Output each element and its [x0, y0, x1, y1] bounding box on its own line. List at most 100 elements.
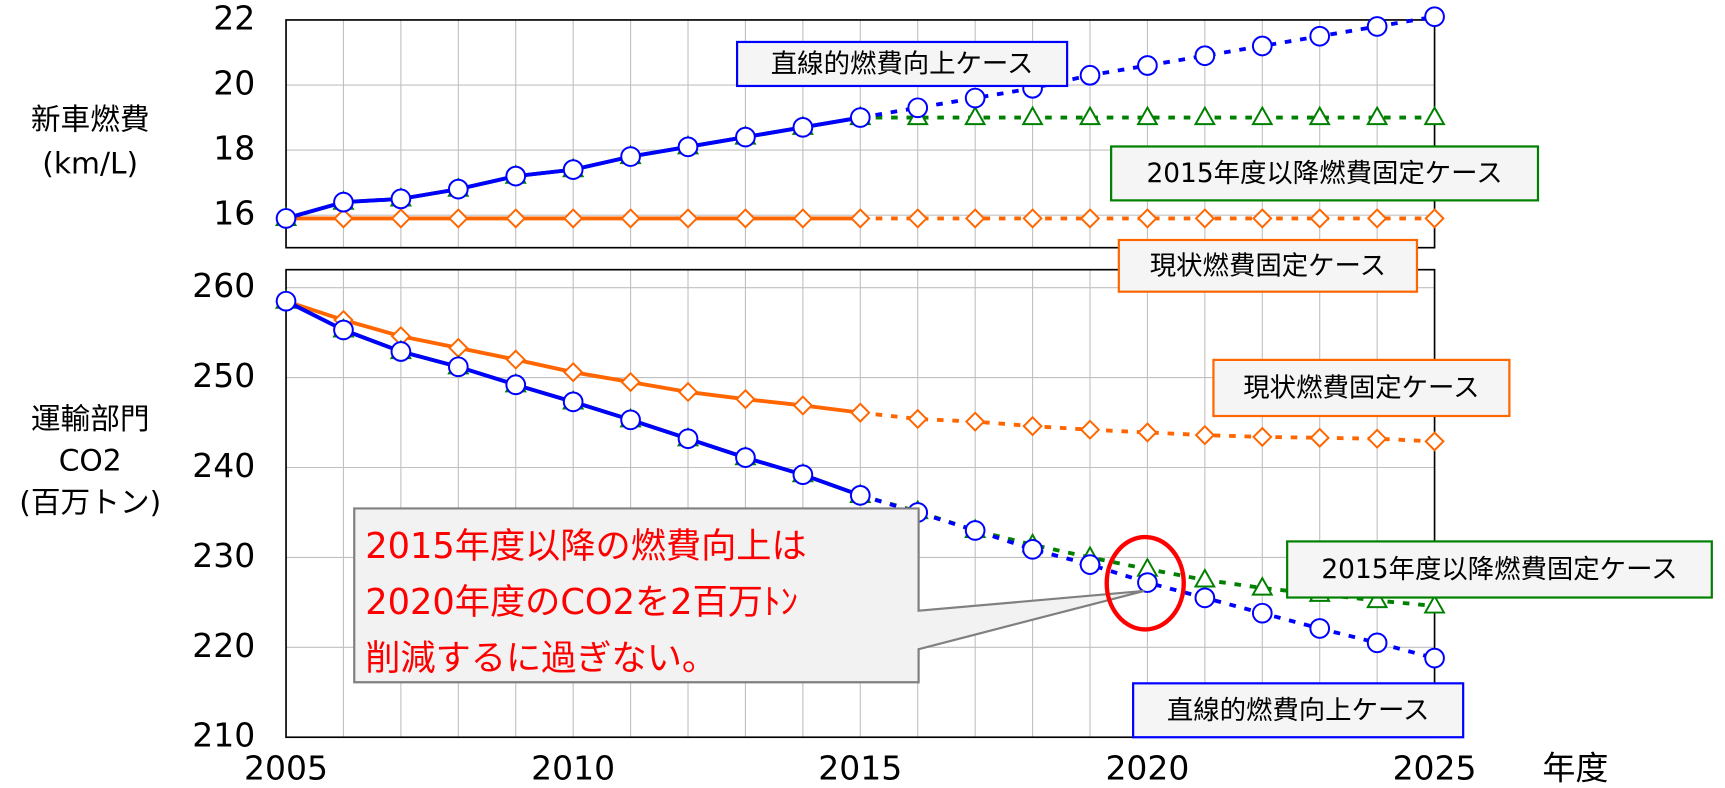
marker — [1309, 208, 1330, 229]
series-label-box — [1286, 540, 1713, 599]
marker — [1194, 208, 1216, 229]
marker — [792, 464, 814, 486]
marker — [1424, 431, 1445, 452]
callout-box — [353, 507, 1145, 684]
marker — [275, 208, 297, 229]
series-label-box — [735, 40, 1069, 88]
marker — [1022, 415, 1043, 437]
marker — [1079, 64, 1101, 86]
marker — [1079, 208, 1101, 229]
marker — [390, 188, 412, 210]
marker — [1022, 208, 1043, 229]
highlight-circle — [1104, 534, 1186, 632]
marker — [850, 402, 871, 423]
marker — [964, 520, 986, 541]
series-label: 直線的燃費向上ケース — [771, 49, 1034, 80]
marker — [620, 146, 641, 167]
marker — [1137, 572, 1158, 593]
series-label: 2015年度以降燃費固定ケース — [1146, 158, 1502, 189]
series-label-box — [1132, 682, 1465, 739]
marker — [1366, 16, 1388, 37]
marker — [505, 208, 526, 229]
marker — [333, 208, 354, 229]
marker — [1078, 105, 1102, 126]
marker — [735, 126, 756, 148]
marker — [735, 388, 756, 410]
marker — [275, 290, 297, 312]
marker — [907, 97, 929, 119]
marker — [1136, 105, 1159, 126]
marker — [1079, 419, 1101, 440]
plot-border — [285, 268, 1436, 739]
marker — [1137, 208, 1158, 229]
marker — [390, 208, 412, 229]
marker — [620, 208, 641, 229]
callout-text: 削減するに過ぎない。 — [365, 638, 717, 679]
marker — [333, 319, 354, 341]
marker — [1366, 105, 1389, 126]
marker — [677, 381, 699, 403]
callout-text: 2015年度以降の燃費向上は — [365, 526, 806, 567]
marker — [447, 178, 469, 200]
marker — [1424, 6, 1445, 28]
marker — [620, 409, 641, 431]
y-tick-label: 22 — [213, 0, 255, 37]
marker — [505, 374, 527, 396]
plots: 16 18 20 22 210 220 230 240 250 260 2005 2010 2015 20… — [192, 0, 1476, 788]
marker — [964, 411, 986, 432]
y-tick-label: 210 — [192, 716, 255, 755]
y-axis-label: (km/L) — [42, 147, 138, 182]
marker — [964, 87, 986, 109]
marker — [677, 428, 699, 450]
line-dotted — [860, 410, 1435, 444]
marker — [505, 349, 526, 370]
marker — [1309, 25, 1331, 47]
marker — [1308, 105, 1331, 126]
marker — [907, 208, 928, 229]
y-tick-label: 240 — [192, 446, 255, 485]
marker — [1193, 567, 1216, 588]
marker — [1309, 427, 1330, 449]
series-label-box — [1212, 358, 1511, 418]
line-dotted — [859, 493, 1436, 660]
marker — [1423, 594, 1446, 614]
marker — [1251, 602, 1273, 624]
series-label: 直線的燃費向上ケース — [1167, 695, 1430, 726]
y-axis-label: 新車燃費 — [31, 103, 150, 138]
marker — [562, 391, 584, 413]
marker — [850, 208, 871, 229]
marker — [1194, 587, 1216, 609]
marker — [1194, 424, 1216, 446]
marker — [1309, 618, 1331, 639]
marker — [849, 107, 871, 128]
y-tick-label: 250 — [192, 356, 255, 395]
x-tick-label: 2010 — [531, 749, 615, 788]
marker — [333, 191, 354, 213]
x-tick-label: 2025 — [1393, 749, 1477, 788]
y-tick-label: 230 — [192, 536, 255, 575]
y-tick-label: 20 — [213, 64, 255, 103]
y-axis-label: (百万トン) — [19, 486, 161, 521]
y-tick-label: 220 — [192, 626, 255, 665]
x-tick-label: 2020 — [1105, 749, 1189, 788]
marker — [1366, 208, 1388, 229]
y-tick-label: 16 — [213, 194, 255, 233]
series-labels: 直線的燃費向上ケース2015年度以降燃費固定ケース現状燃費固定ケース直線的燃費向… — [735, 40, 1713, 739]
marker — [1366, 632, 1388, 654]
marker — [1021, 105, 1044, 126]
marker — [1424, 208, 1445, 229]
marker — [1423, 105, 1446, 126]
marker — [1022, 538, 1043, 560]
marker — [447, 356, 469, 378]
y-tick-label: 260 — [192, 266, 255, 305]
marker — [1251, 576, 1274, 596]
marker — [1366, 428, 1388, 449]
marker — [1251, 105, 1274, 126]
callout-text: 2020年度のCO2を2百万ﾄﾝ — [365, 582, 798, 623]
marker — [1251, 35, 1273, 57]
marker — [390, 341, 412, 362]
y-axis-label: CO2 — [59, 444, 122, 479]
callout: 2015年度以降の燃費向上は 2020年度のCO2を2百万ﾄﾝ 削減するに過ぎな… — [353, 507, 1186, 684]
marker — [1252, 208, 1273, 229]
y-tick-label: 18 — [213, 129, 255, 168]
